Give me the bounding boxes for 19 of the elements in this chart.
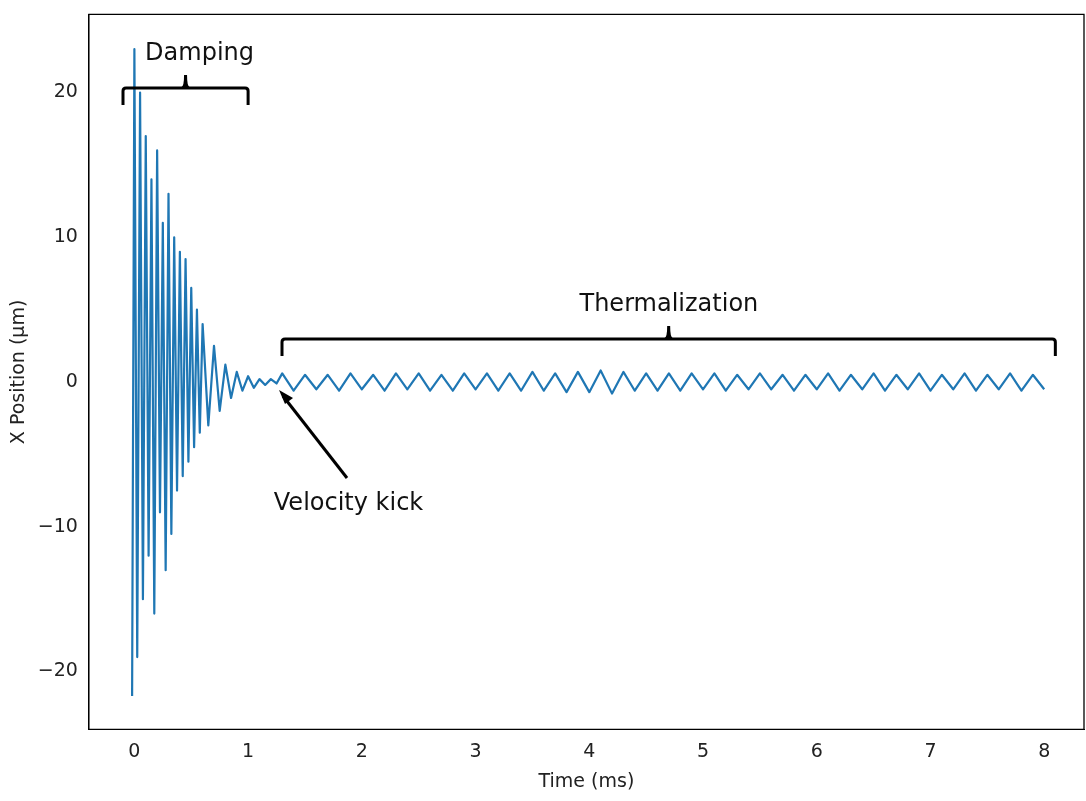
- annotation: Damping: [145, 38, 255, 67]
- y-axis-title: X Position (μm): [6, 299, 29, 445]
- y-tick-label: 0: [65, 368, 78, 391]
- y-tick-label: −20: [37, 658, 78, 681]
- x-tick-label: 2: [355, 738, 368, 761]
- x-tick-label: 3: [469, 738, 482, 761]
- annotation: Velocity kick: [273, 488, 424, 517]
- x-tick-label: 0: [128, 738, 141, 761]
- x-axis-title: Time (ms): [537, 768, 635, 791]
- x-tick-label: 8: [1038, 738, 1051, 761]
- x-tick-label: 5: [696, 738, 710, 761]
- x-tick-label: 4: [583, 738, 596, 761]
- annotation: Thermalization: [579, 288, 759, 317]
- x-tick-label: 1: [242, 738, 255, 761]
- x-tick-label: 6: [810, 738, 823, 761]
- y-tick-label: 10: [53, 224, 78, 247]
- y-tick-label: 20: [53, 79, 78, 102]
- x-tick-label: 7: [924, 738, 937, 761]
- y-tick-label: −10: [37, 513, 78, 536]
